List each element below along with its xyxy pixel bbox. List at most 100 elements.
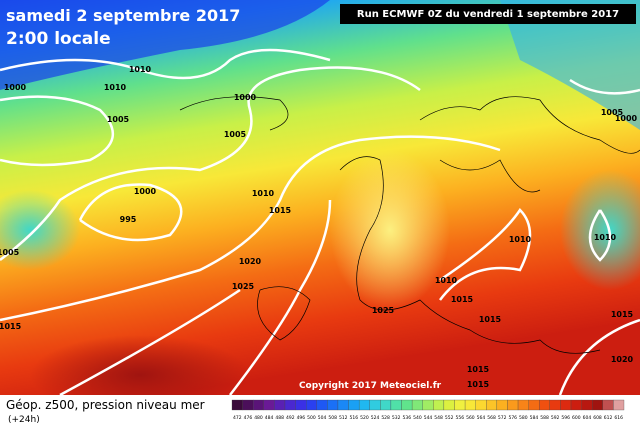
map-title: samedi 2 septembre 2017 [6, 6, 240, 25]
isobar-label: 1015 [0, 322, 22, 331]
legend-label: 576 [508, 415, 517, 421]
legend-swatch [263, 399, 275, 411]
isobar-label: 1010 [435, 276, 458, 285]
isobar-label: 1010 [129, 65, 152, 74]
isobar-label: 1015 [467, 380, 490, 389]
legend-swatch [592, 399, 603, 411]
legend-label: 520 [360, 415, 369, 421]
legend-swatch [475, 399, 487, 411]
legend-label: 484 [265, 415, 274, 421]
coastlines [179, 96, 640, 354]
legend-swatch [507, 399, 519, 411]
legend-swatch [348, 399, 360, 411]
legend-swatch [602, 399, 614, 411]
legend-label: 548 [434, 415, 443, 421]
isobar-label: 1015 [611, 310, 634, 319]
run-box [340, 4, 636, 24]
legend-label: 476 [244, 415, 253, 421]
isobar-label: 1025 [372, 306, 395, 315]
copyright: Copyright 2017 Meteociel.fr [299, 381, 442, 391]
isobar-label: 1000 [134, 187, 157, 196]
legend-swatch [358, 399, 370, 411]
legend-swatch [306, 399, 317, 411]
legend-swatch [517, 399, 529, 411]
isobar-label: 1010 [252, 189, 275, 198]
legend-swatch [231, 399, 243, 411]
legend-label: 492 [286, 415, 295, 421]
legend-swatch [242, 399, 254, 411]
legend-swatch [486, 399, 498, 411]
legend-swatch [422, 399, 434, 411]
legend-swatch [570, 399, 582, 411]
field-low [0, 190, 80, 270]
isobar-label: 995 [120, 215, 137, 224]
footer-step: (+24h) [8, 415, 40, 425]
isobar-label: 1025 [232, 282, 255, 291]
legend-label: 592 [551, 415, 560, 421]
legend-swatch [327, 399, 339, 411]
legend-label: 560 [466, 415, 475, 421]
legend-swatch [284, 399, 296, 411]
legend-swatch [369, 399, 381, 411]
footer-title: Géop. z500, pression niveau mer [6, 398, 205, 412]
legend-label: 504 [318, 415, 327, 421]
field-ridge [330, 150, 450, 310]
field-cold [500, 0, 640, 130]
isobar-label: 1020 [611, 355, 634, 364]
legend-swatch [528, 399, 540, 411]
legend-label: 584 [530, 415, 539, 421]
field-low [560, 170, 640, 290]
legend-label: 500 [307, 415, 316, 421]
legend-label: 604 [583, 415, 592, 421]
legend-swatch [411, 399, 423, 411]
legend-swatch [337, 399, 349, 411]
legend-label: 552 [445, 415, 454, 421]
legend-swatch [295, 399, 307, 411]
legend-swatch [390, 399, 402, 411]
legend-label: 600 [572, 415, 581, 421]
isobar-label: 1020 [239, 257, 262, 266]
legend-swatch [253, 399, 264, 411]
isobar-label: 1005 [224, 130, 247, 139]
isobar-label: 1010 [594, 233, 617, 242]
legend-label: 532 [392, 415, 401, 421]
legend-label: 544 [424, 415, 433, 421]
legend-label: 596 [561, 415, 570, 421]
legend-label: 580 [519, 415, 528, 421]
legend-label: 608 [593, 415, 602, 421]
isobars [0, 48, 640, 397]
legend-label: 572 [498, 415, 507, 421]
field-cold [0, 0, 330, 90]
legend-label: 540 [413, 415, 422, 421]
legend-label: 528 [381, 415, 390, 421]
legend-label: 512 [339, 415, 348, 421]
legend-swatch [401, 399, 413, 411]
legend-label: 556 [455, 415, 464, 421]
legend-swatch [613, 399, 625, 411]
legend-swatch [274, 399, 286, 411]
legend-swatch [539, 399, 550, 411]
legend-swatch [464, 399, 476, 411]
isobar-label: 1005 [0, 248, 20, 257]
isobar-label: 1000 [234, 93, 257, 102]
isobar-label: 1015 [451, 295, 474, 304]
legend-swatch [316, 399, 328, 411]
legend-label: 516 [350, 415, 359, 421]
legend-label: 616 [614, 415, 623, 421]
legend-label: 588 [540, 415, 549, 421]
isobar-label: 1015 [269, 206, 292, 215]
legend-swatch [581, 399, 593, 411]
legend-swatch [454, 399, 466, 411]
isobar-label: 1000 [4, 83, 27, 92]
legend-swatch [496, 399, 508, 411]
legend-label: 524 [371, 415, 380, 421]
isobar-label: 1015 [479, 315, 502, 324]
legend-label: 472 [233, 415, 242, 421]
map-time: 2:00 locale [6, 29, 111, 49]
isobar-label: 1005 [601, 108, 624, 117]
legend-label: 564 [477, 415, 486, 421]
legend-label: 488 [275, 415, 284, 421]
legend-swatch [560, 399, 572, 411]
